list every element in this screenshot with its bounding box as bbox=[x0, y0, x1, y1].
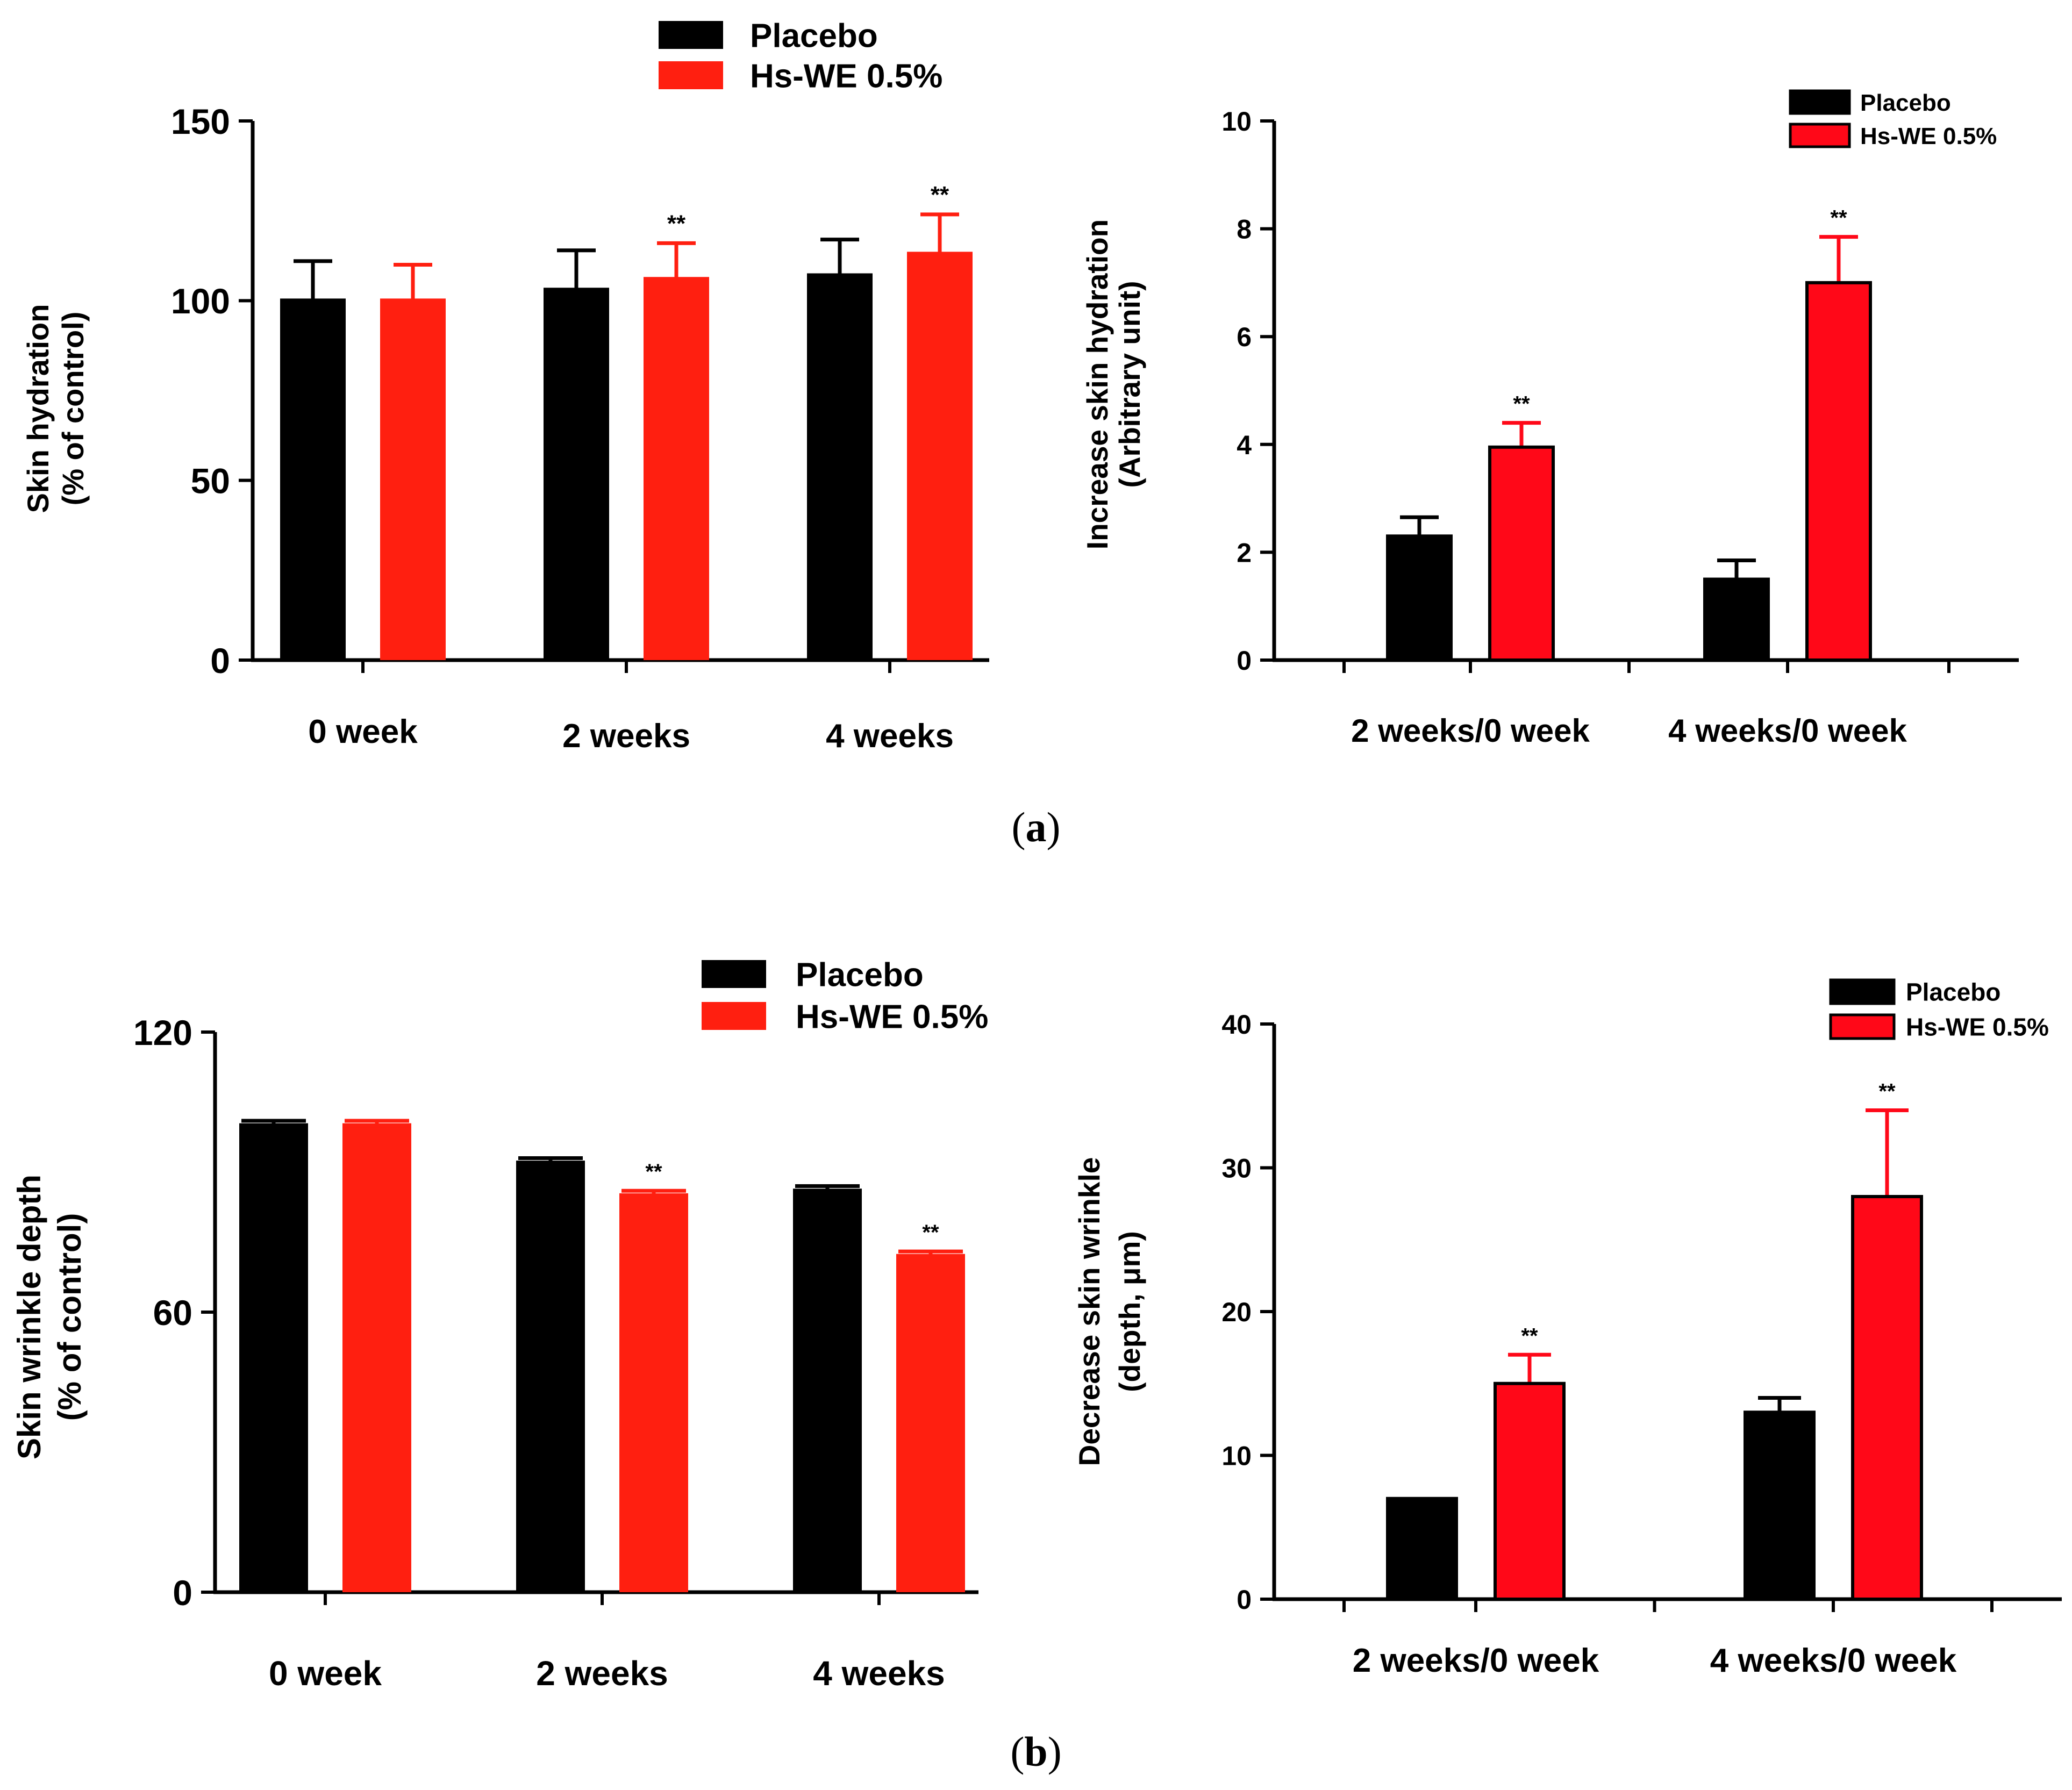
y-tick-label: 6 bbox=[1237, 322, 1252, 352]
x-category-label: 2 weeks/0 week bbox=[1353, 1642, 1599, 1679]
legend-label: Hs-WE 0.5% bbox=[750, 58, 942, 95]
y-tick-label: 0 bbox=[173, 1573, 192, 1613]
y-tick-label: 0 bbox=[210, 641, 230, 681]
legend-swatch-placebo bbox=[659, 21, 723, 49]
bar-placebo bbox=[280, 300, 346, 660]
bar-hs-we bbox=[1805, 281, 1872, 662]
legend-label: Placebo bbox=[1906, 978, 2000, 1006]
y-tick-label: 40 bbox=[1221, 1009, 1252, 1040]
bar-placebo bbox=[1744, 1410, 1816, 1601]
x-category-label: 0 week bbox=[308, 713, 418, 750]
x-category-label: 2 weeks bbox=[536, 1654, 668, 1693]
chart-decrease-skin-wrinkle: 0 10 20 30 40 ** ** 2 weeks/0 week 4 weeks/0 wee… bbox=[1073, 978, 2062, 1679]
bar-placebo bbox=[807, 275, 873, 660]
bar-hs-we bbox=[1488, 445, 1555, 662]
bar-hs-we bbox=[619, 1195, 688, 1592]
caption-a: (a) bbox=[1012, 804, 1061, 850]
y-tick-label: 100 bbox=[171, 281, 230, 321]
bar-placebo bbox=[793, 1191, 862, 1592]
significance-mark: ** bbox=[1513, 392, 1530, 416]
bar-placebo bbox=[1386, 534, 1453, 662]
x-category-label: 2 weeks/0 week bbox=[1351, 713, 1590, 749]
y-axis-title-line2: (% of control) bbox=[56, 312, 90, 506]
bar-hs-we bbox=[380, 300, 446, 660]
bar-hs-we bbox=[342, 1125, 411, 1592]
y-axis-title-line1: Skin hydration bbox=[21, 304, 55, 513]
x-category-label: 4 weeks/0 week bbox=[1668, 713, 1907, 749]
bar-hs-we bbox=[1851, 1195, 1923, 1601]
y-tick-label: 60 bbox=[153, 1293, 192, 1333]
legend-label: Placebo bbox=[796, 956, 924, 993]
significance-mark: ** bbox=[1521, 1324, 1538, 1348]
significance-mark: ** bbox=[931, 182, 949, 208]
x-category-label: 4 weeks/0 week bbox=[1710, 1642, 1957, 1679]
significance-mark: ** bbox=[1878, 1080, 1896, 1104]
bar-placebo bbox=[1386, 1497, 1458, 1601]
bar-placebo bbox=[1703, 577, 1770, 662]
y-axis-title-line2: (% of control) bbox=[52, 1213, 88, 1421]
y-tick-label: 50 bbox=[191, 461, 230, 500]
legend-label: Placebo bbox=[1860, 90, 1951, 116]
bar-hs-we bbox=[907, 254, 973, 660]
y-axis-title-line1: Decrease skin wrinkle bbox=[1073, 1157, 1106, 1466]
legend-swatch-hs-we bbox=[1829, 1013, 1896, 1040]
y-tick-label: 0 bbox=[1237, 646, 1252, 676]
y-tick-label: 2 bbox=[1237, 538, 1252, 568]
legend-swatch-hs-we bbox=[702, 1002, 766, 1030]
y-axis-title-line2: (depth, μm) bbox=[1113, 1231, 1146, 1392]
significance-mark: ** bbox=[645, 1160, 662, 1184]
bar-hs-we bbox=[896, 1256, 965, 1592]
y-tick-label: 10 bbox=[1221, 1441, 1252, 1471]
bar-placebo bbox=[516, 1163, 585, 1592]
y-tick-label: 120 bbox=[133, 1013, 192, 1052]
caption-b: (b) bbox=[1010, 1728, 1061, 1775]
bar-hs-we bbox=[644, 279, 709, 660]
legend-swatch-placebo bbox=[702, 960, 766, 988]
bar-hs-we bbox=[1494, 1381, 1566, 1601]
legend-label: Hs-WE 0.5% bbox=[1860, 123, 1997, 149]
y-tick-label: 4 bbox=[1237, 430, 1252, 460]
chart-skin-wrinkle-depth: 0 60 120 ** ** 0 week 2 weeks 4 weeks Skin wrink… bbox=[11, 956, 988, 1693]
x-category-label: 2 weeks bbox=[562, 718, 690, 755]
legend-swatch-hs-we bbox=[1789, 123, 1851, 148]
y-axis-title-line1: Skin wrinkle depth bbox=[11, 1175, 47, 1459]
significance-mark: ** bbox=[667, 210, 686, 237]
legend-label: Placebo bbox=[750, 17, 878, 54]
legend-swatch-hs-we bbox=[659, 61, 723, 89]
bar-placebo bbox=[544, 290, 609, 660]
x-category-label: 0 week bbox=[269, 1654, 382, 1693]
y-tick-label: 30 bbox=[1221, 1154, 1252, 1184]
y-tick-label: 0 bbox=[1237, 1585, 1252, 1615]
y-tick-label: 8 bbox=[1237, 214, 1252, 245]
legend-label: Hs-WE 0.5% bbox=[1906, 1013, 2049, 1041]
x-category-label: 4 weeks bbox=[813, 1654, 945, 1693]
y-tick-label: 150 bbox=[171, 102, 230, 141]
y-axis-title-line1: Increase skin hydration bbox=[1081, 219, 1114, 549]
legend-swatch-placebo bbox=[1829, 978, 1896, 1005]
legend-swatch-placebo bbox=[1789, 89, 1851, 115]
significance-mark: ** bbox=[922, 1221, 939, 1244]
y-tick-label: 10 bbox=[1221, 106, 1252, 137]
y-tick-label: 20 bbox=[1221, 1297, 1252, 1327]
x-category-label: 4 weeks bbox=[826, 718, 954, 755]
y-axis-title-line2: (Arbitrary unit) bbox=[1113, 281, 1146, 488]
legend-label: Hs-WE 0.5% bbox=[796, 998, 988, 1035]
significance-mark: ** bbox=[1830, 206, 1847, 230]
chart-increase-skin-hydration: 0 2 4 6 8 10 ** ** 2 weeks/0 week 4 weeks/0 week I… bbox=[1081, 89, 2019, 749]
chart-skin-hydration: 0 50 100 150 ** ** 0 week 2 weeks 4 weeks Skin hy… bbox=[21, 17, 989, 755]
bar-placebo bbox=[239, 1125, 308, 1592]
